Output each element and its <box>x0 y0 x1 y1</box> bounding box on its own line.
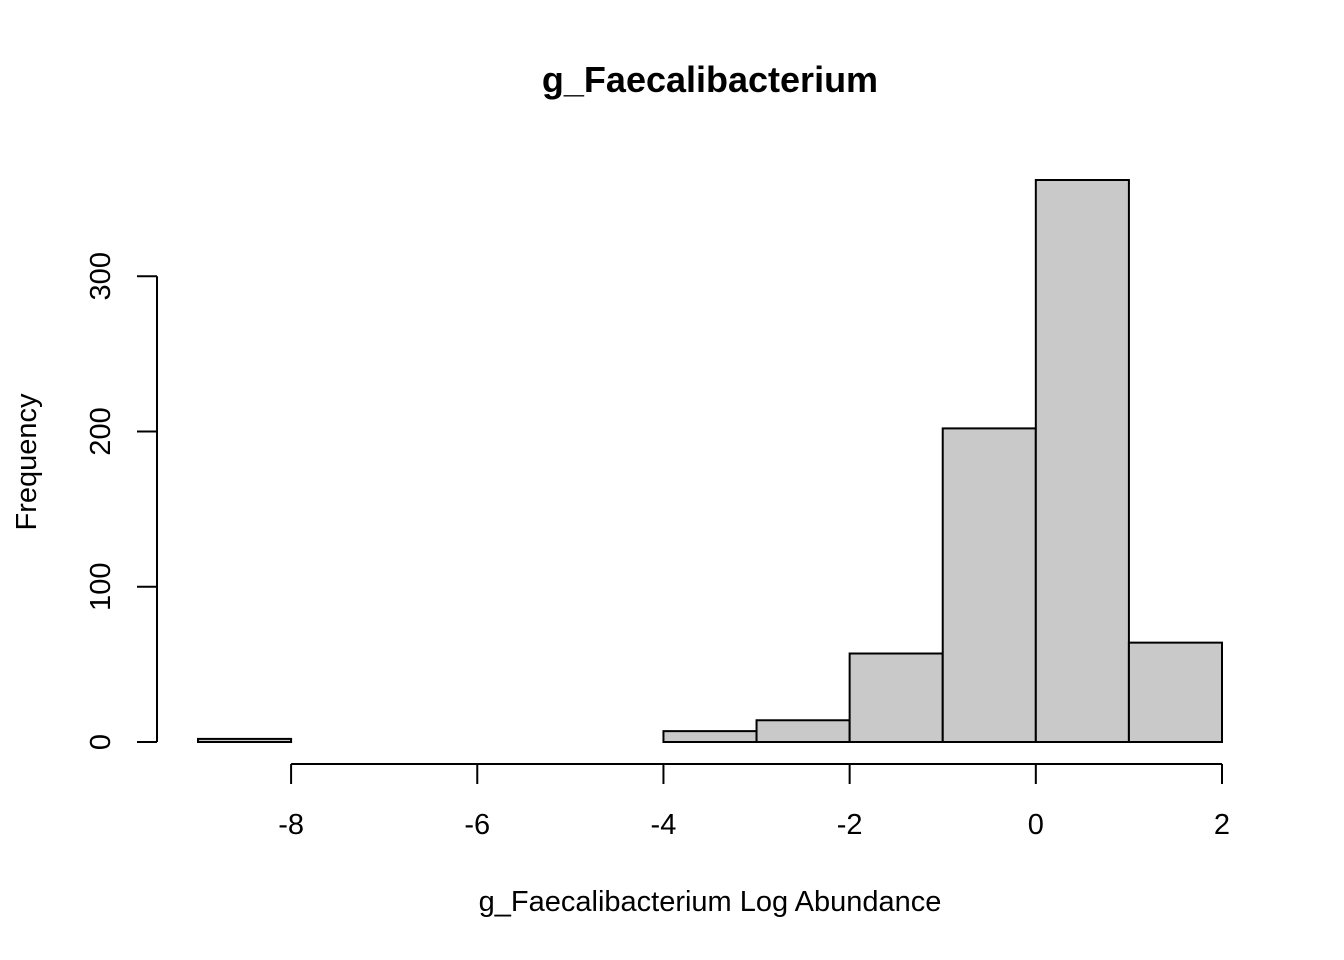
x-tick-label: 0 <box>1028 809 1044 841</box>
x-tick-label: -2 <box>837 809 863 841</box>
histogram-bar <box>1127 641 1223 743</box>
x-tick-label: -8 <box>278 809 304 841</box>
chart-title: g_Faecalibacterium <box>542 59 878 100</box>
x-axis: -8 -6 -4 -2 0 2 <box>278 763 1230 841</box>
histogram-bar <box>1034 179 1130 743</box>
x-tick-label: 2 <box>1214 809 1230 841</box>
y-tick-label: 300 <box>85 252 117 300</box>
y-axis-label: Frequency <box>11 393 43 531</box>
y-tick-label: 200 <box>85 407 117 455</box>
y-tick-label: 100 <box>85 563 117 611</box>
histogram-bar <box>848 652 944 744</box>
y-tick-label: 0 <box>85 734 117 750</box>
x-axis-label: g_Faecalibacterium Log Abundance <box>479 886 942 918</box>
histogram-bar <box>197 737 293 743</box>
x-tick-label: -6 <box>464 809 490 841</box>
histogram-bar <box>941 427 1037 743</box>
y-axis: 0 100 200 300 <box>85 252 158 750</box>
x-tick-label: -4 <box>651 809 677 841</box>
histogram-bar <box>662 730 758 743</box>
histogram-bar <box>755 719 851 744</box>
histogram-bars <box>197 179 1223 744</box>
